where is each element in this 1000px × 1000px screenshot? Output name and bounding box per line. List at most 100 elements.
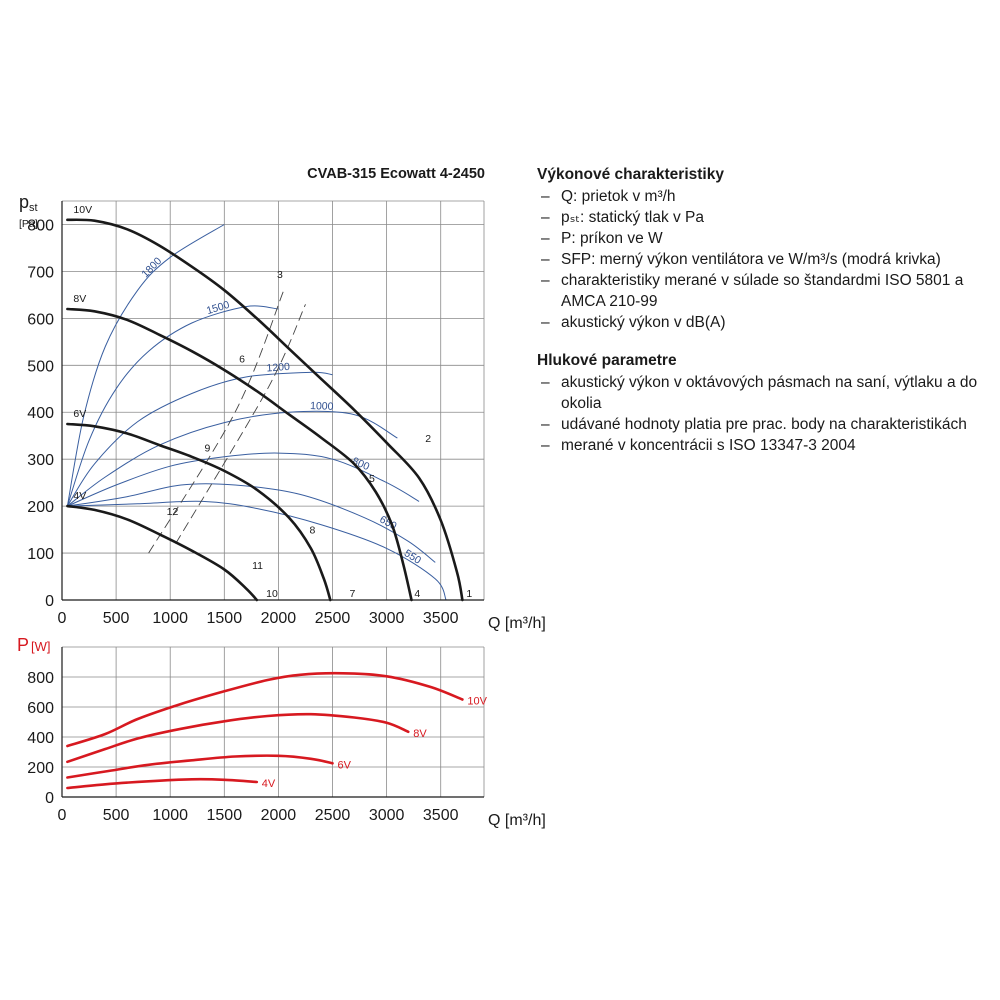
operating-point-label: 4 bbox=[414, 588, 420, 600]
pressure-x-tick-label: 2000 bbox=[261, 610, 297, 627]
list-item: SFP: merný výkon ventilátora ve W/m³/s (… bbox=[537, 249, 987, 270]
list-item: pₛₜ: statický tlak v Pa bbox=[537, 207, 987, 228]
power-curve-6V bbox=[66, 754, 334, 779]
list-item: P: príkon ve W bbox=[537, 228, 987, 249]
fan-curve-6V bbox=[66, 422, 332, 602]
pressure-x-tick-label: 2500 bbox=[315, 610, 351, 627]
power-curve-label: 6V bbox=[338, 759, 352, 771]
pressure-axis-subscript: st bbox=[29, 202, 38, 214]
power-curve-label: 8V bbox=[413, 728, 427, 740]
sfp-curve-label: 1800 bbox=[139, 255, 164, 280]
power-curve-4V bbox=[66, 777, 259, 790]
sfp-curve-label: 1500 bbox=[205, 299, 231, 317]
fan-curve-label: 4V bbox=[73, 490, 86, 502]
operating-point-label: 2 bbox=[425, 433, 431, 445]
pressure-axis-unit: [Pa] bbox=[19, 218, 38, 230]
operating-point-label: 6 bbox=[239, 353, 245, 365]
pressure-axes: 0 500 1000 1500 2000 2500 3000 3500010020030040… bbox=[27, 201, 484, 627]
operating-point-label: 7 bbox=[349, 588, 355, 600]
operating-point-label: 3 bbox=[277, 269, 283, 281]
pressure-y-tick-label: 700 bbox=[27, 264, 54, 281]
power-y-tick-label: 800 bbox=[27, 670, 54, 687]
power-flow-axis-label: Q [m³/h] bbox=[488, 812, 546, 829]
sfp-curve-1000 bbox=[67, 410, 398, 507]
pressure-y-tick-label: 200 bbox=[27, 499, 54, 516]
power-curve-label: 4V bbox=[262, 778, 276, 790]
fan-curve-4V bbox=[66, 504, 259, 602]
info-panel: Výkonové charakteristiky Q: prietok v m³… bbox=[537, 164, 987, 473]
power-y-tick-label: 600 bbox=[27, 700, 54, 717]
list-item: charakteristiky merané v súlade so štand… bbox=[537, 270, 987, 312]
list-item: udávané hodnoty platia pre prac. body na… bbox=[537, 414, 987, 435]
power-curve-8V bbox=[66, 712, 410, 764]
pressure-y-tick-label: 800 bbox=[27, 217, 54, 234]
list-item: akustický výkon v dB(A) bbox=[537, 312, 987, 333]
noise-list: akustický výkon v oktávových pásmach na … bbox=[537, 372, 987, 456]
sfp-curve-1200 bbox=[66, 371, 333, 507]
pressure-y-tick-label: 600 bbox=[27, 311, 54, 328]
fan-curve-8V bbox=[66, 307, 413, 602]
pressure-y-tick-label: 100 bbox=[27, 546, 54, 563]
sfp-curve-1500 bbox=[66, 305, 279, 507]
system-lines bbox=[148, 290, 306, 554]
power-y-tick-label: 400 bbox=[27, 730, 54, 747]
pressure-x-tick-label: 3500 bbox=[423, 610, 459, 627]
pressure-y-tick-label: 300 bbox=[27, 452, 54, 469]
pressure-y-tick-label: 500 bbox=[27, 358, 54, 375]
list-item: Q: prietok v m³/h bbox=[537, 186, 987, 207]
power-curve-10V bbox=[66, 671, 464, 748]
operating-point-label: 5 bbox=[369, 473, 375, 485]
pressure-y-tick-label: 0 bbox=[45, 593, 54, 610]
power-axes: 0 500 1000 1500 2000 2500 3000 3500 0 200 400 600 80… bbox=[27, 647, 484, 824]
power-grid bbox=[61, 646, 485, 798]
pressure-axis-label: pst bbox=[19, 192, 38, 214]
pressure-x-tick-label: 1500 bbox=[207, 610, 243, 627]
sfp-curve-1800 bbox=[66, 224, 225, 507]
power-x-tick-label: 0 bbox=[58, 807, 67, 824]
sfp-curve-800 bbox=[67, 452, 420, 507]
fan-curve-10V bbox=[66, 218, 464, 602]
operating-point-label: 11 bbox=[252, 560, 263, 572]
power-x-tick-label: 2000 bbox=[261, 807, 297, 824]
pressure-x-tick-label: 0 bbox=[58, 610, 67, 627]
operating-point-label: 10 bbox=[266, 588, 278, 600]
pressure-grid bbox=[61, 200, 485, 601]
list-item: merané v koncentrácii s ISO 13347-3 2004 bbox=[537, 435, 987, 456]
power-x-tick-label: 1000 bbox=[152, 807, 188, 824]
power-flow-chart: 10V 8V 6V 4V 0 500 1000 1500 2000 2500 3000 3500 0 2… bbox=[17, 635, 546, 829]
noise-heading: Hlukové parametre bbox=[537, 352, 677, 369]
flow-axis-label: Q [m³/h] bbox=[488, 615, 546, 632]
power-curve-label: 10V bbox=[467, 696, 487, 708]
operating-point-label: 9 bbox=[205, 442, 211, 454]
fan-curve-label: 8V bbox=[73, 293, 86, 305]
pressure-x-tick-label: 1000 bbox=[152, 610, 188, 627]
power-x-tick-label: 500 bbox=[103, 807, 130, 824]
sfp-curve-label: 1000 bbox=[310, 400, 334, 413]
power-x-tick-label: 3000 bbox=[369, 807, 405, 824]
fan-curve-label: 6V bbox=[73, 408, 86, 420]
chart-title: CVAB-315 Ecowatt 4-2450 bbox=[307, 166, 485, 182]
pressure-series: 10V 8V 6V 4V bbox=[66, 204, 464, 602]
system-line bbox=[175, 304, 306, 544]
power-x-tick-label: 3500 bbox=[423, 807, 459, 824]
system-line bbox=[148, 290, 285, 554]
operating-point-label: 8 bbox=[309, 525, 315, 537]
power-x-tick-label: 1500 bbox=[207, 807, 243, 824]
performance-list: Q: prietok v m³/h pₛₜ: statický tlak v P… bbox=[537, 186, 987, 333]
pressure-y-tick-label: 400 bbox=[27, 405, 54, 422]
performance-heading: Výkonové charakteristiky bbox=[537, 166, 724, 183]
fan-curve-label: 10V bbox=[73, 204, 92, 216]
operating-point-label: 1 bbox=[466, 588, 472, 600]
power-axis-label: P [W] bbox=[17, 635, 51, 655]
power-y-tick-label: 0 bbox=[45, 790, 54, 807]
sfp-curve-650 bbox=[67, 483, 436, 563]
power-x-tick-label: 2500 bbox=[315, 807, 351, 824]
operating-point-label: 12 bbox=[167, 506, 179, 518]
power-series: 10V 8V 6V 4V bbox=[66, 671, 488, 790]
power-axis-unit: [W] bbox=[31, 639, 51, 654]
pressure-x-tick-label: 500 bbox=[103, 610, 130, 627]
list-item: akustický výkon v oktávových pásmach na … bbox=[537, 372, 987, 414]
